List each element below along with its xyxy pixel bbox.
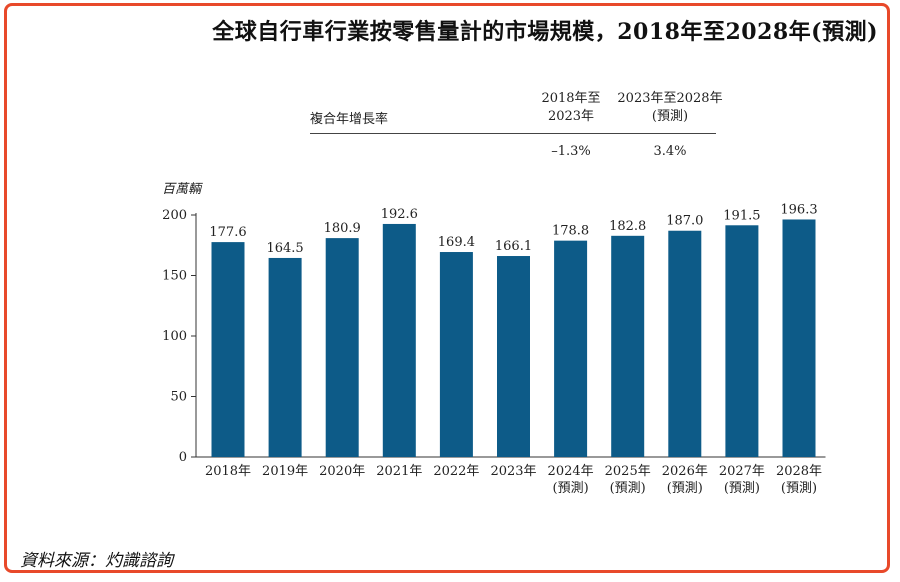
bar-value-label: 166.1: [495, 239, 532, 254]
cagr-period-1-header: 2018年至 2023年: [536, 90, 606, 126]
x-tick-label: 2023年: [490, 464, 536, 479]
x-tick-note: (預測): [667, 481, 703, 496]
cagr-period-2-line2: (預測): [651, 109, 689, 124]
chart-frame: [4, 3, 890, 573]
bar: [611, 235, 645, 457]
bar: [211, 242, 245, 457]
x-tick-label: 2022年: [433, 464, 479, 479]
bar-value-label: 164.5: [266, 241, 303, 256]
y-axis-unit: 百萬輛: [162, 182, 202, 197]
bar: [668, 230, 702, 457]
bar-value-label: 182.8: [609, 219, 646, 234]
bar-value-label: 196.3: [780, 202, 817, 217]
y-tick-label: 100: [162, 329, 187, 344]
x-tick-note: (預測): [781, 481, 817, 496]
bar: [268, 257, 302, 457]
y-tick-label: 0: [179, 450, 187, 465]
cagr-period-1-line1: 2018年至: [541, 91, 601, 106]
x-tick-note: (預測): [724, 481, 760, 496]
source-note: 資料來源：灼識諮詢: [20, 551, 173, 571]
bar: [497, 256, 530, 457]
y-tick-label: 50: [170, 390, 187, 405]
bar-value-label: 180.9: [324, 221, 361, 236]
cagr-label: 複合年增長率: [310, 112, 389, 127]
bar: [554, 240, 588, 457]
bar: [382, 223, 416, 457]
cagr-period-1-value: –1.3%: [551, 144, 591, 159]
cagr-period-2-header: 2023年至2028年 (預測): [612, 90, 728, 126]
bar-value-label: 191.5: [723, 208, 760, 223]
bar-value-label: 192.6: [381, 207, 418, 222]
cagr-divider: [310, 133, 716, 134]
x-tick-note: (預測): [610, 481, 646, 496]
bar-value-label: 177.6: [209, 225, 246, 240]
x-tick-label: 2026年: [662, 464, 708, 479]
x-tick-label: 2027年: [719, 464, 765, 479]
x-tick-label: 2021年: [376, 464, 422, 479]
x-tick-label: 2019年: [262, 464, 308, 479]
cagr-period-1-line2: 2023年: [547, 109, 595, 124]
x-tick-label: 2020年: [319, 464, 365, 479]
y-tick-label: 150: [162, 269, 187, 284]
chart-title: 全球自行車行業按零售量計的市場規模，2018年至2028年(預測): [212, 19, 878, 45]
bar: [782, 219, 816, 457]
bar: [439, 252, 473, 457]
bar-value-label: 187.0: [666, 214, 703, 229]
cagr-period-2-value: 3.4%: [653, 144, 687, 159]
x-tick-label: 2025年: [605, 464, 651, 479]
bar-value-label: 169.4: [438, 235, 475, 250]
y-tick-label: 200: [162, 208, 187, 223]
cagr-period-2-line1: 2023年至2028年: [617, 91, 723, 106]
x-tick-label: 2018年: [205, 464, 251, 479]
bar: [725, 225, 759, 457]
x-tick-label: 2024年: [548, 464, 594, 479]
x-tick-note: (預測): [553, 481, 589, 496]
bar-value-label: 178.8: [552, 224, 589, 239]
bar: [325, 238, 359, 457]
x-tick-label: 2028年: [776, 464, 822, 479]
